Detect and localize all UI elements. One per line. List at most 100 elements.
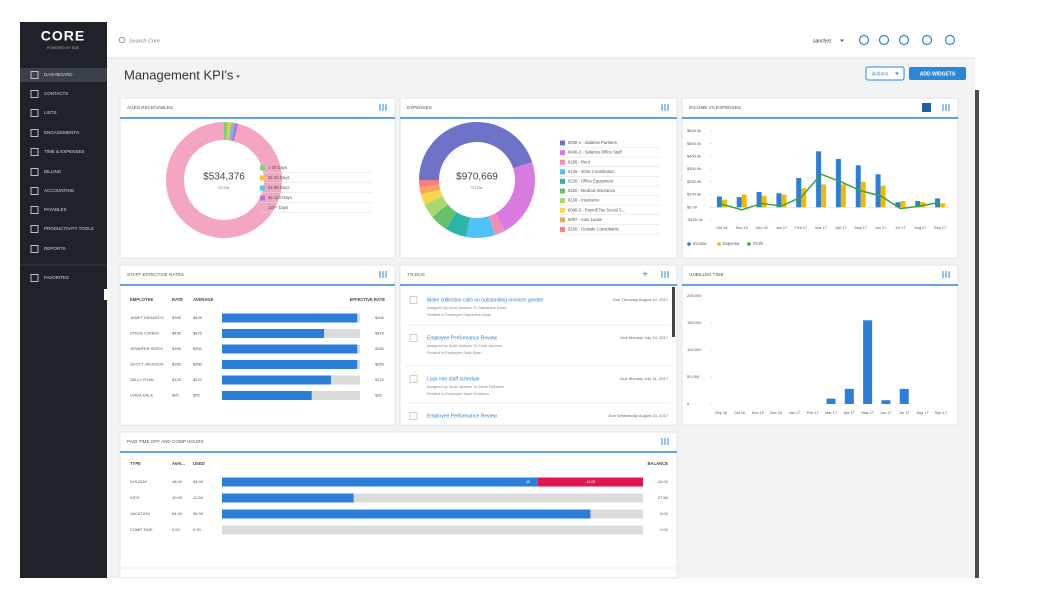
menu-icon [30, 245, 39, 253]
bar [855, 165, 861, 208]
menu-icon [30, 225, 39, 233]
bar [736, 197, 742, 208]
legend-label: Expense [723, 241, 740, 246]
x-tick-label: Jul 17 [895, 226, 905, 230]
bar [826, 398, 836, 404]
legend-label: 6146 - 401K Contribution [568, 169, 615, 174]
toolbar-icon [921, 34, 933, 46]
rate: $350 [172, 362, 182, 367]
x-tick-label: Mar 17 [825, 411, 837, 415]
widget-title: EXPENSES [407, 105, 432, 110]
caret-icon [236, 75, 240, 78]
menu-item[interactable]: ACCOUNTING [44, 188, 75, 193]
todo-title[interactable]: Employee Performance Review [427, 335, 497, 341]
menu-item[interactable]: PAYABLES [44, 207, 67, 212]
overdrawn-bar [537, 477, 643, 487]
average-rate: $95 [193, 393, 200, 398]
legend-swatch [560, 217, 565, 223]
todo-related: Related to Employee Samantha Davis [427, 313, 491, 317]
y-tick-label: -$100.0k [687, 217, 703, 222]
todo-assigned: Assigned by Scott Jackson To Samantha Da… [427, 306, 506, 310]
pto-used: 56.00 [193, 511, 204, 516]
checkbox[interactable] [409, 375, 418, 383]
bar [915, 200, 921, 208]
effective-rate: $425 [375, 331, 385, 336]
checkbox[interactable] [409, 296, 418, 304]
menu-item[interactable]: LISTS [44, 110, 57, 115]
pto-balance: -16.00 [657, 479, 669, 484]
x-tick-label: Aug 17 [914, 226, 926, 230]
donut-segment [466, 216, 495, 238]
search-input[interactable]: Search Core [129, 38, 160, 44]
bar [844, 388, 854, 404]
legend-label: 5100 - Outside Consultants [568, 227, 619, 232]
legend-label: 120+ Days [268, 205, 288, 210]
legend-label: 6040-2 - Salaries Office Staff [568, 150, 622, 155]
bar [821, 184, 827, 208]
menu-item[interactable]: ENGAGEMENTS [44, 130, 79, 135]
legend-label: 6040-3 - Payroll Tax Social S... [568, 207, 625, 212]
bar [880, 185, 886, 208]
bar [840, 184, 846, 208]
menu-item[interactable]: REPORTS [44, 246, 66, 251]
toolbar-icon [944, 34, 956, 46]
menu-item[interactable]: PRODUCTIVITY TOOLS [44, 226, 94, 231]
y-tick-label: 0 [687, 401, 690, 406]
used-bar [222, 509, 591, 519]
pto-balance: 8.00 [660, 511, 669, 516]
rate: $395 [172, 315, 182, 320]
pto-balance: 0.00 [660, 527, 669, 532]
todo-title[interactable]: Employee Performance Review [427, 413, 497, 419]
user-menu[interactable]: sanchez [813, 38, 832, 44]
column-header: EMPLOYEE [130, 297, 153, 302]
menu-item[interactable]: TIME & EXPENSES [44, 149, 85, 154]
x-tick-label: Nov 16 [752, 411, 764, 415]
menu-icon [30, 274, 39, 282]
todo-title[interactable]: Look into staff schedule [427, 376, 480, 382]
legend-swatch [560, 140, 565, 146]
x-tick-label: Nov 16 [736, 226, 748, 230]
menu-item[interactable]: FAVORITES [44, 275, 69, 280]
menu-icon [30, 206, 39, 214]
donut-segment [224, 121, 228, 141]
widget-title: PAID TIME OFF AND COMP HOURS [127, 439, 204, 444]
x-tick-label: Jan 17 [789, 411, 800, 415]
column-header: AVERAGE [193, 297, 214, 302]
legend-dot [687, 242, 691, 246]
add-widgets-button[interactable] [909, 67, 966, 80]
x-tick-label: Jan 17 [776, 226, 787, 230]
legend-swatch [560, 178, 565, 184]
bar [721, 199, 727, 208]
pto-available: 0.00 [172, 527, 181, 532]
menu-item[interactable]: DASHBOARD [44, 72, 73, 77]
effective-rate: $122 [375, 377, 385, 382]
x-tick-label: May 17 [861, 411, 873, 415]
checkbox[interactable] [409, 412, 418, 420]
menu-item[interactable]: BILLING [44, 169, 62, 174]
todo-title[interactable]: Make collection calls on outstanding inv… [427, 297, 544, 303]
y-tick-label: $0.00 [687, 204, 698, 209]
x-tick-label: Oct 16 [734, 411, 745, 415]
effective-rate: $390 [375, 346, 385, 351]
menu-icon [30, 71, 39, 79]
page-title[interactable]: Management KPI's [124, 67, 234, 82]
toolbar-icon [858, 34, 870, 46]
pto-used: 64.00 [193, 479, 204, 484]
rate: $95 [172, 393, 179, 398]
y-tick-label: $100.0k [687, 192, 701, 197]
employee-name: JANET DENARCO [130, 315, 164, 320]
sidebar [20, 22, 107, 578]
checkbox[interactable] [409, 334, 418, 342]
donut-segment [432, 204, 457, 229]
x-tick-label: Jun 17 [875, 226, 886, 230]
pto-type: COMP TIME [130, 527, 153, 532]
pto-available: 48.00 [172, 479, 183, 484]
donut-segment [226, 122, 232, 141]
search-icon [118, 36, 126, 44]
menu-item[interactable]: CONTACTS [44, 91, 68, 96]
add-icon[interactable]: + [642, 270, 648, 281]
bar [860, 181, 866, 208]
donut-segment [495, 162, 535, 231]
effective-rate: $95 [375, 393, 382, 398]
actions-button[interactable] [865, 66, 905, 81]
